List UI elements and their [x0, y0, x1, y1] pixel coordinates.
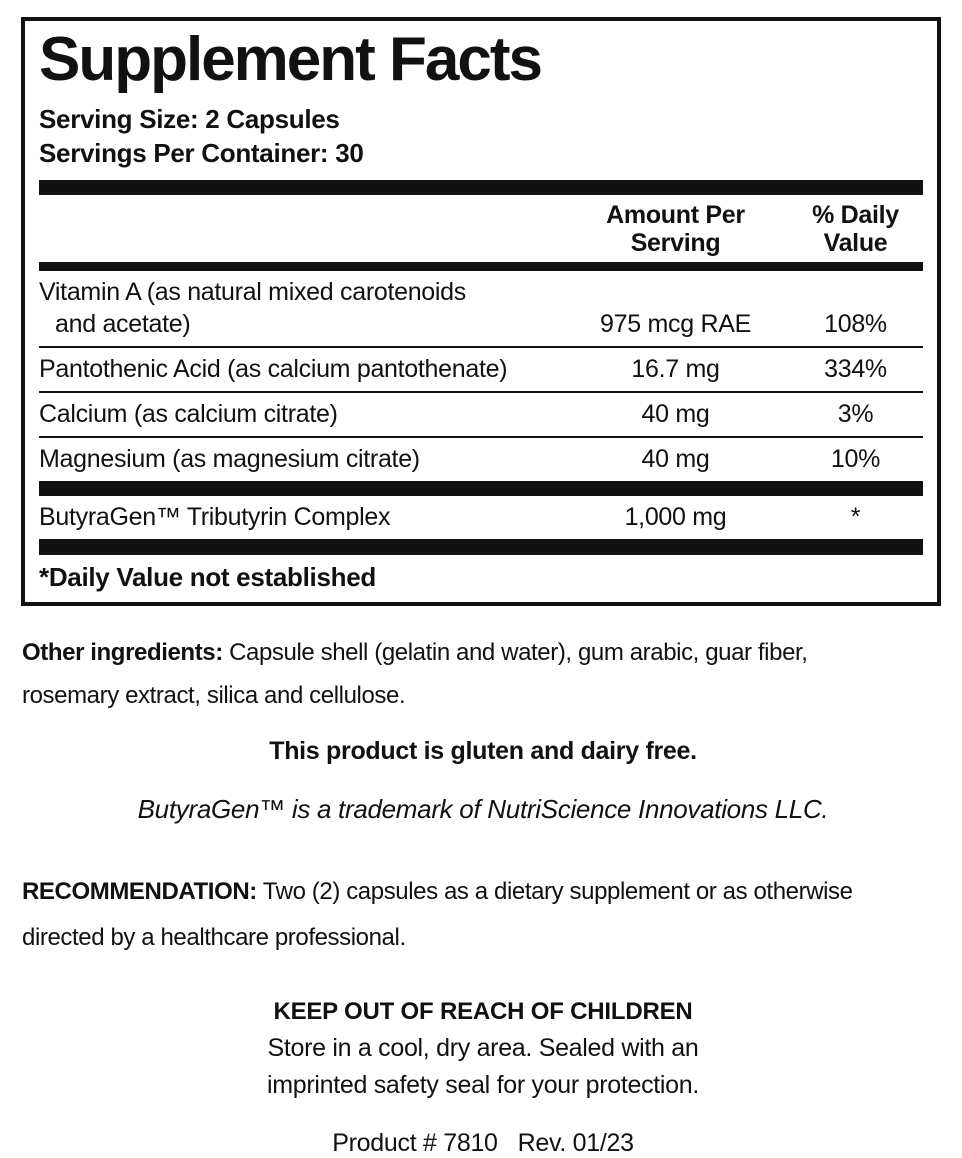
- divider-thick-blend-top: [39, 480, 923, 496]
- column-header-dv-label: % Daily Value: [812, 200, 899, 258]
- revision-code: Rev. 01/23: [517, 1128, 634, 1157]
- serving-size: Serving Size: 2 Capsules: [39, 103, 340, 134]
- nutrient-dv: 3%: [837, 399, 874, 428]
- recommendation-text1: Two (2) capsules as a dietary supplement…: [256, 878, 853, 906]
- supplement-facts-panel: Supplement Facts Serving Size: 2 Capsule…: [21, 17, 941, 606]
- label-lower-text: Other ingredients: Capsule shell (gelati…: [22, 632, 944, 1158]
- row-separator: [39, 390, 923, 393]
- recommendation-line1: RECOMMENDATION: Two (2) capsules as a di…: [22, 878, 853, 905]
- column-header-amount: Amount Per Serving: [563, 201, 788, 258]
- daily-value-footnote: *Daily Value not established: [39, 561, 376, 592]
- storage-line2: imprinted safety seal for your protectio…: [266, 1071, 700, 1100]
- storage-line1: Store in a cool, dry area. Sealed with a…: [267, 1033, 699, 1062]
- other-ingredients-line1: Other ingredients: Capsule shell (gelati…: [22, 639, 808, 666]
- product-number: Product # 7810: [332, 1128, 498, 1157]
- nutrient-dv: *: [850, 502, 861, 531]
- table-header-row: Amount Per Serving % Daily Value: [39, 195, 923, 262]
- children-warning: KEEP OUT OF REACH OF CHILDREN: [273, 997, 693, 1025]
- nutrient-name-line2: and acetate): [55, 309, 191, 338]
- table-row-magnesium: Magnesium (as magnesium citrate) 40 mg 1…: [39, 438, 923, 481]
- nutrient-amount: 1,000 mg: [624, 502, 727, 531]
- nutrient-amount: 975 mcg RAE: [600, 309, 751, 338]
- nutrient-name: Pantothenic Acid (as calcium pantothenat…: [39, 354, 508, 383]
- nutrient-amount: 40 mg: [641, 399, 710, 428]
- table-row-pantothenic-acid: Pantothenic Acid (as calcium pantothenat…: [39, 348, 923, 391]
- other-ingredients-text1: Capsule shell (gelatin and water), gum a…: [222, 638, 808, 666]
- other-ingredients-line2: rosemary extract, silica and cellulose.: [22, 681, 406, 709]
- nutrient-dv: 10%: [830, 444, 881, 473]
- column-header-amount-label: Amount Per Serving: [606, 200, 745, 258]
- other-ingredients: Other ingredients: Capsule shell (gelati…: [22, 632, 944, 718]
- nutrient-name: Calcium (as calcium citrate): [39, 399, 338, 428]
- divider-thick-top: [39, 179, 923, 195]
- recommendation-line2: directed by a healthcare professional.: [22, 923, 406, 951]
- nutrient-name-line1: Vitamin A (as natural mixed carotenoids: [39, 277, 466, 306]
- row-separator: [39, 345, 923, 348]
- servings-per-container: Servings Per Container: 30: [39, 138, 364, 169]
- nutrient-name: Vitamin A (as natural mixed carotenoids …: [39, 276, 563, 340]
- panel-title: Supplement Facts: [39, 25, 543, 94]
- column-header-dv: % Daily Value: [788, 201, 923, 258]
- row-separator: [39, 435, 923, 438]
- product-info: Product # 7810 Rev. 01/23: [22, 1129, 944, 1158]
- recommendation-label: RECOMMENDATION:: [22, 878, 257, 906]
- supplement-label-page: Supplement Facts Serving Size: 2 Capsule…: [0, 17, 962, 1158]
- nutrient-amount: 16.7 mg: [631, 354, 720, 383]
- other-ingredients-label: Other ingredients:: [22, 638, 223, 666]
- table-row-butyragen-complex: ButyraGen™ Tributyrin Complex 1,000 mg *: [39, 496, 923, 539]
- storage-instructions: Store in a cool, dry area. Sealed with a…: [22, 1030, 944, 1105]
- table-row-vitamin-a: Vitamin A (as natural mixed carotenoids …: [39, 271, 923, 346]
- divider-thick-blend-bottom: [39, 538, 923, 555]
- nutrient-dv: 108%: [824, 309, 887, 338]
- nutrient-name: Magnesium (as magnesium citrate): [39, 444, 420, 473]
- nutrient-dv: 334%: [824, 354, 887, 383]
- trademark-statement: ButyraGen™ is a trademark of NutriScienc…: [137, 794, 829, 825]
- divider-header-bottom: [39, 261, 923, 271]
- recommendation: RECOMMENDATION: Two (2) capsules as a di…: [22, 869, 944, 959]
- nutrient-amount: 40 mg: [641, 444, 710, 473]
- nutrient-name: ButyraGen™ Tributyrin Complex: [39, 502, 391, 531]
- gluten-dairy-statement: This product is gluten and dairy free.: [269, 737, 697, 766]
- table-row-calcium: Calcium (as calcium citrate) 40 mg 3%: [39, 393, 923, 436]
